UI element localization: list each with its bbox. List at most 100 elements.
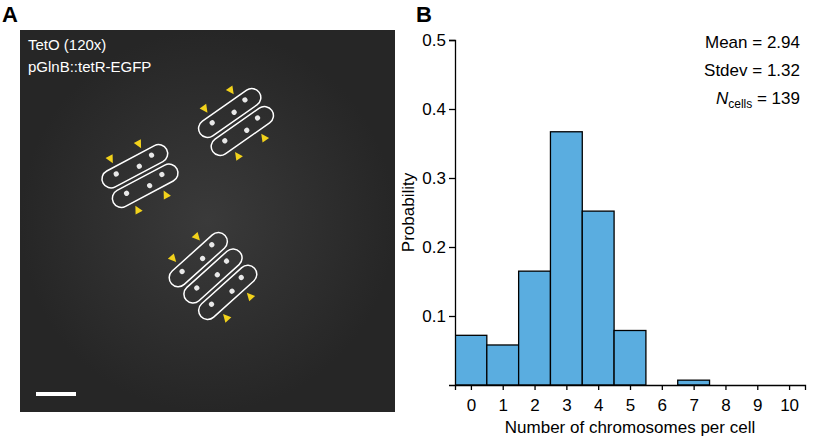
cell-outline — [195, 85, 264, 141]
fluorescent-spot — [223, 257, 230, 264]
y-tick-label: 0.3 — [422, 169, 446, 188]
image-label: pGlnB::tetR-EGFP — [28, 58, 151, 75]
x-tick-mark — [757, 385, 758, 390]
x-tick-label: 4 — [594, 396, 603, 415]
y-tick: 0.5 — [422, 31, 455, 50]
y-tick: 0.4 — [422, 100, 455, 119]
x-axis-line — [456, 386, 806, 391]
cell-outline — [195, 262, 261, 324]
fluorescent-spot — [193, 284, 200, 291]
x-tick-label: 6 — [658, 396, 667, 415]
spot-marker — [220, 311, 231, 322]
y-tick: 0.1 — [422, 307, 455, 326]
x-tick-label: 9 — [753, 396, 762, 415]
x-tick: 10 — [780, 385, 799, 415]
x-tick: 1 — [498, 385, 507, 415]
fluorescent-spot — [123, 190, 130, 197]
cell-group — [157, 220, 268, 332]
x-tick: 8 — [721, 385, 730, 415]
x-tick: 3 — [562, 385, 571, 415]
spot-marker — [192, 232, 203, 243]
fluorescent-spot — [158, 171, 165, 178]
micrograph — [20, 30, 395, 412]
fluorescent-spot — [199, 255, 206, 262]
panel-label: B — [416, 2, 432, 27]
x-tick: 6 — [658, 385, 667, 415]
y-tick-label: 0.4 — [422, 100, 446, 119]
x-tick-label: 0 — [467, 396, 476, 415]
y-tick: 0.3 — [422, 169, 455, 188]
x-tick-mark — [503, 385, 504, 390]
y-tick-label: 0.2 — [422, 238, 446, 257]
spot-marker — [134, 139, 145, 150]
bar — [550, 132, 582, 385]
y-tick-mark — [449, 40, 455, 41]
spot-marker — [160, 189, 171, 200]
bar — [519, 271, 551, 385]
fluorescent-spot — [113, 170, 120, 177]
y-tick-mark — [449, 178, 455, 179]
cell-outline — [99, 141, 171, 191]
fluorescent-spot — [228, 287, 235, 294]
x-tick-mark — [630, 385, 631, 390]
scale-bar — [36, 392, 76, 396]
bar — [678, 380, 710, 385]
bar — [582, 211, 614, 385]
x-tick: 7 — [689, 385, 698, 415]
y-tick: 0.2 — [422, 238, 455, 257]
fluorescent-spot — [221, 137, 228, 144]
annotation-part: = 139 — [752, 89, 800, 108]
bar — [487, 345, 519, 385]
annotation-part: N — [716, 89, 729, 108]
x-tick-mark — [566, 385, 567, 390]
y-axis: 0.1 0.2 0.3 0.4 0.5 — [422, 31, 455, 386]
y-tick-label: 0.5 — [422, 31, 446, 50]
annotation: Mean = 2.94 — [705, 33, 800, 52]
x-tick-label: 8 — [721, 396, 730, 415]
x-tick-mark — [534, 385, 535, 390]
annotation: Stdev = 1.32 — [704, 61, 800, 80]
fluorescent-spot — [146, 182, 153, 189]
cell-group — [93, 131, 187, 221]
figure: ATetO (120x)pGlnB::tetR-EGFPB0.10.20.30.… — [0, 0, 818, 445]
x-tick-mark — [662, 385, 663, 390]
x-tick-label: 1 — [498, 396, 507, 415]
fluorescent-spot — [254, 114, 261, 121]
image-label: TetO (120x) — [28, 36, 106, 53]
spot-marker — [232, 150, 243, 161]
bar — [455, 335, 487, 385]
x-axis-title: Number of chromosomes per cell — [505, 418, 755, 437]
y-tick-mark — [449, 109, 455, 110]
x-tick-mark — [693, 385, 694, 390]
annotation-part: Mean = 2.94 — [705, 33, 800, 52]
fluorescent-spot — [230, 109, 237, 116]
x-tick-label: 5 — [626, 396, 635, 415]
y-tick-mark — [449, 316, 455, 317]
y-axis-line — [449, 41, 456, 386]
fluorescent-spot — [208, 241, 215, 248]
x-tick: 4 — [594, 385, 603, 415]
x-tick-label: 2 — [530, 396, 539, 415]
fluorescent-spot — [238, 274, 245, 281]
fluorescent-spot — [136, 163, 143, 170]
x-tick-mark — [725, 385, 726, 390]
x-tick-mark — [789, 385, 790, 390]
annotation-part: cells — [728, 97, 752, 111]
spot-marker — [132, 204, 143, 215]
cell-outline — [208, 103, 277, 159]
x-tick: 9 — [753, 385, 762, 415]
spot-marker — [168, 253, 179, 264]
cell-outline — [109, 161, 181, 211]
spot-marker — [226, 85, 237, 96]
x-axis: 0 1 2 3 4 5 6 7 8 9 10 — [456, 385, 806, 415]
x-tick-mark — [471, 385, 472, 390]
x-tick-mark — [598, 385, 599, 390]
spot-marker — [258, 131, 269, 142]
annotation-part: Stdev = 1.32 — [704, 61, 800, 80]
fluorescent-spot — [214, 271, 221, 278]
fluorescent-spot — [148, 152, 155, 159]
x-tick: 2 — [530, 385, 539, 415]
spot-marker — [200, 104, 211, 115]
y-tick-mark — [449, 247, 455, 248]
fluorescent-spot — [243, 127, 250, 134]
